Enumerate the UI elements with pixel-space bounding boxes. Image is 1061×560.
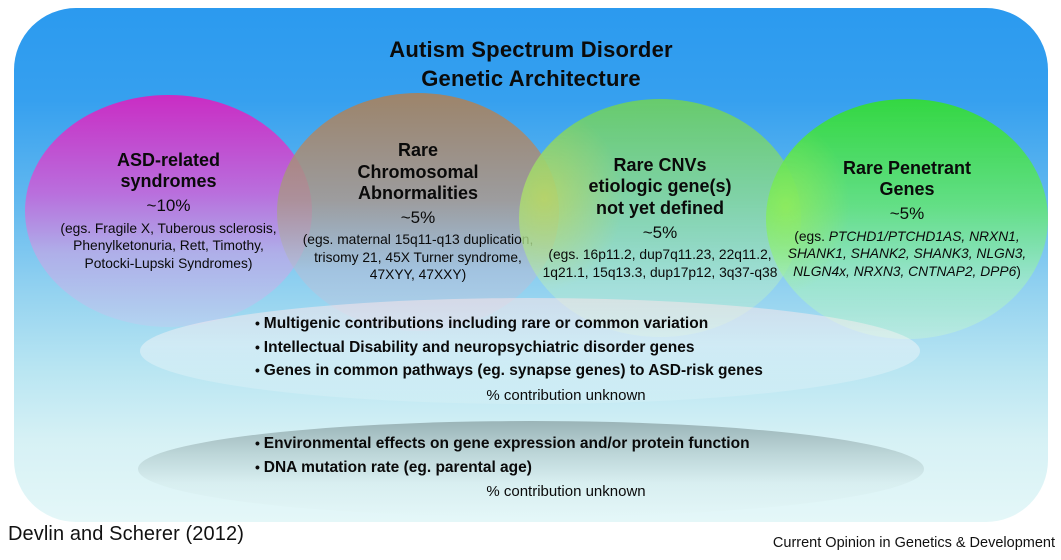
ellipse-asd-related-syndromes: ASD-related syndromes ~10% (egs. Fragile… (25, 95, 312, 327)
ellipse-examples: (egs. 16p11.2, dup7q11.23, 22q11.2, 1q21… (542, 247, 778, 280)
ellipse-rare-cnvs: Rare CNVs etiologic gene(s) not yet defi… (519, 99, 801, 337)
bullet-common-pathways: Genes in common pathways (eg. synapse ge… (255, 359, 877, 383)
diagram-panel: Autism Spectrum Disorder Genetic Archite… (14, 8, 1048, 522)
citation-text: Devlin and Scherer (2012) (8, 523, 244, 545)
ellipse-percent: ~5% (400, 207, 436, 227)
title-line-1: Autism Spectrum Disorder (389, 37, 673, 62)
ellipse-percent: ~5% (889, 204, 925, 223)
bullet-multigenic-contributions: Multigenic contributions including rare … (255, 312, 877, 336)
ellipse-examples: (egs. PTCHD1/PTCHD1AS, NRXN1, SHANK1, SH… (787, 228, 1027, 279)
ellipse-heading: Rare CNVs etiologic gene(s) not yet defi… (588, 154, 732, 218)
gene-list-italic: PTCHD1/PTCHD1AS, NRXN1, SHANK1, SHANK2, … (787, 228, 1027, 279)
title-line-2: Genetic Architecture (421, 65, 641, 91)
contribution-unknown-note: % contribution unknown (486, 386, 646, 404)
ellipse-examples: (egs. maternal 15q11-q13 duplication, tr… (302, 232, 534, 283)
ellipse-percent: ~5% (642, 222, 678, 242)
ellipse-heading: ASD-related syndromes (116, 149, 221, 192)
ellipse-percent: ~10% (146, 196, 191, 215)
journal-name: Current Opinion in Genetics & Developmen… (772, 535, 1055, 551)
contribution-unknown-note: % contribution unknown (486, 483, 646, 500)
ellipse-heading: Rare Chromosomal Abnormalities (357, 140, 479, 204)
ellipse-rare-penetrant-genes: Rare Penetrant Genes ~5% (egs. PTCHD1/PT… (766, 99, 1048, 339)
bullet-intellectual-disability: Intellectual Disability and neuropsychia… (255, 336, 877, 360)
diagram-title: Autism Spectrum Disorder Genetic Archite… (14, 36, 1048, 93)
ellipse-rare-chromosomal-abnormalities: Rare Chromosomal Abnormalities ~5% (egs.… (277, 93, 559, 331)
ellipse-examples: (egs. Fragile X, Tuberous sclerosis, Phe… (60, 220, 277, 271)
bullet-dna-mutation-rate: DNA mutation rate (eg. parental age) (255, 456, 877, 480)
ellipse-heading: Rare Penetrant Genes (842, 157, 972, 200)
bullet-environmental-effects: Environmental effects on gene expression… (255, 432, 877, 456)
multigenic-section: Multigenic contributions including rare … (255, 312, 877, 408)
environment-section: Environmental effects on gene expression… (255, 432, 877, 504)
